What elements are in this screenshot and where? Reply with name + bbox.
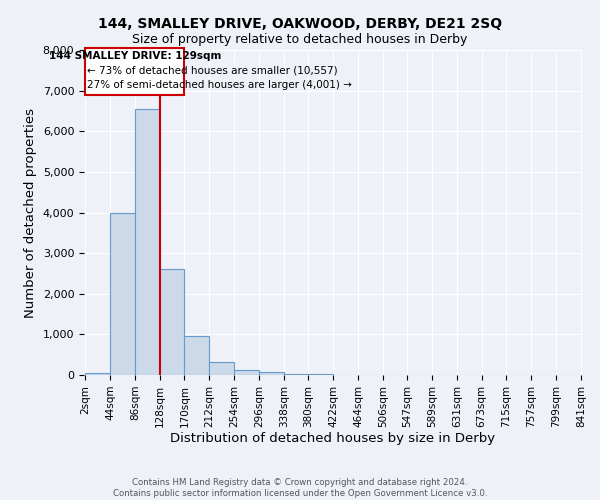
Text: Contains HM Land Registry data © Crown copyright and database right 2024.
Contai: Contains HM Land Registry data © Crown c… xyxy=(113,478,487,498)
Text: 144 SMALLEY DRIVE: 129sqm: 144 SMALLEY DRIVE: 129sqm xyxy=(49,51,221,61)
Bar xyxy=(284,374,308,375)
Y-axis label: Number of detached properties: Number of detached properties xyxy=(24,108,37,318)
Bar xyxy=(234,370,259,375)
Bar xyxy=(184,336,209,375)
Text: 27% of semi-detached houses are larger (4,001) →: 27% of semi-detached houses are larger (… xyxy=(87,80,352,90)
Bar xyxy=(209,362,234,375)
Bar xyxy=(308,374,333,375)
Text: 144, SMALLEY DRIVE, OAKWOOD, DERBY, DE21 2SQ: 144, SMALLEY DRIVE, OAKWOOD, DERBY, DE21… xyxy=(98,18,502,32)
Text: ← 73% of detached houses are smaller (10,557): ← 73% of detached houses are smaller (10… xyxy=(87,66,338,76)
Text: Size of property relative to detached houses in Derby: Size of property relative to detached ho… xyxy=(133,32,467,46)
Bar xyxy=(135,109,160,375)
Bar xyxy=(85,374,110,375)
FancyBboxPatch shape xyxy=(85,48,184,94)
Bar xyxy=(259,372,284,375)
Bar xyxy=(160,270,184,375)
X-axis label: Distribution of detached houses by size in Derby: Distribution of detached houses by size … xyxy=(170,432,496,446)
Bar xyxy=(110,212,135,375)
